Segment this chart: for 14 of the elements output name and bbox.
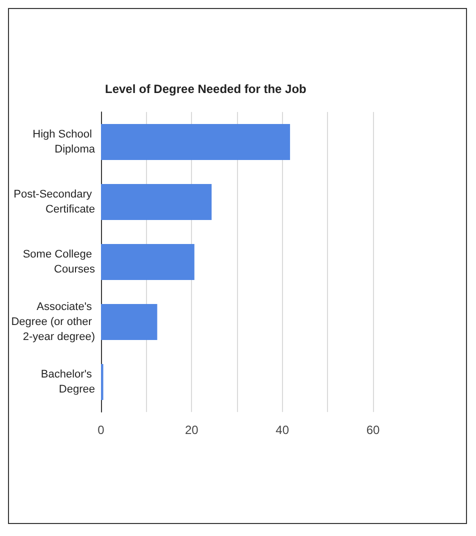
- bar: [101, 244, 194, 280]
- y-tick-label: Some College Courses: [22, 248, 96, 276]
- x-tick-label: 0: [98, 423, 105, 437]
- bar: [101, 184, 212, 220]
- chart-title: Level of Degree Needed for the Job: [105, 82, 306, 96]
- bar: [101, 124, 290, 160]
- bar: [101, 304, 158, 340]
- y-tick-label: High School Diploma: [32, 128, 96, 156]
- y-tick-label: Associate's Degree (or other 2-year degree): [11, 301, 95, 343]
- x-tick-label: 40: [276, 423, 290, 437]
- y-tick-label: Bachelor's Degree: [40, 368, 95, 396]
- y-tick-label: Post-Secondary Certificate: [14, 188, 95, 216]
- x-tick-label: 20: [184, 423, 199, 437]
- x-tick-label: 60: [366, 423, 380, 437]
